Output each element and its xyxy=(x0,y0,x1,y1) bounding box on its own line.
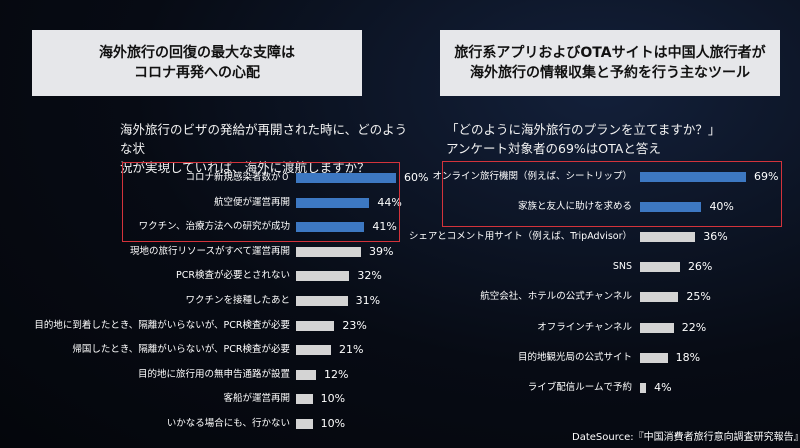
right-bar-label: オンライン旅行機関（例えば、シートリップ） xyxy=(432,171,632,182)
left-bar-value: 41% xyxy=(372,220,397,234)
right-bar xyxy=(640,322,674,333)
left-bar-row: コロナ新規感染者数が０ 60% xyxy=(0,168,800,188)
right-bar-label: ライブ配信ルームで予約 xyxy=(527,381,632,393)
left-bar xyxy=(296,345,331,356)
left-question-line-1: 海外旅行のビザの発給が再開された時に、どのような状 xyxy=(120,122,408,156)
left-bar-row: 目的地に旅行用の無申告通路が設置 12% xyxy=(0,365,800,385)
left-bar-label: 客船が運営再開 xyxy=(223,393,290,405)
left-bar-row: 客船が運営再開 10% xyxy=(0,389,800,409)
right-bar-value: 69% xyxy=(754,170,779,183)
left-highlight-box xyxy=(122,162,400,242)
left-bar-row: ワクチン、治療方法への研究が成功 41% xyxy=(0,217,800,237)
right-bar-value: 40% xyxy=(709,200,734,214)
right-bar xyxy=(640,232,696,243)
right-bar-value: 18% xyxy=(675,350,701,364)
right-bar xyxy=(640,292,679,303)
right-bar-label: 目的地観光局の公式サイト xyxy=(517,351,632,363)
left-bar-label: PCR検査が必要とされない xyxy=(176,270,290,282)
right-bar-row: 目的地観光局の公式サイト 18% xyxy=(0,348,800,368)
right-bar-label: オフラインチャンネル xyxy=(537,321,632,333)
left-bar-row: 現地の旅行リソースがすべて運営再開 39% xyxy=(0,242,800,262)
right-title-box: 旅行系アプリおよびOTAサイトは中国人旅行者が 海外旅行の情報収集と予約を行う主… xyxy=(440,30,780,96)
right-highlight-box xyxy=(442,161,782,228)
left-bar-value: 10% xyxy=(320,392,346,406)
left-bar xyxy=(296,222,365,233)
left-bar xyxy=(296,394,313,405)
right-bar-value: 26% xyxy=(687,260,713,274)
right-bar xyxy=(640,262,680,273)
right-bar-row: ライブ配信ルームで予約 4% xyxy=(0,378,800,398)
right-bar-row: シェアとコメント用サイト（例えば、TripAdvisor） 36% xyxy=(0,227,800,247)
right-bar xyxy=(640,202,702,213)
right-bar-value: 4% xyxy=(654,380,672,394)
right-title-line-2: 海外旅行の情報収集と予約を行う主なツール xyxy=(470,65,750,81)
left-bar-value: 12% xyxy=(324,367,349,381)
right-bar-value: 25% xyxy=(686,290,711,304)
left-bar-row: 航空便が運営再開 44% xyxy=(0,193,800,213)
right-bar-row: SNS 26% xyxy=(0,257,800,277)
left-bar-label: 航空便が運営再開 xyxy=(213,196,290,208)
right-bar-label: SNS xyxy=(612,261,632,273)
right-title-line-1: 旅行系アプリおよびOTAサイトは中国人旅行者が xyxy=(454,45,766,61)
left-bar-label: 目的地に旅行用の無申告通路が設置 xyxy=(137,368,290,380)
right-bar-value: 36% xyxy=(703,230,728,244)
left-bar-value: 32% xyxy=(357,269,382,283)
left-bar xyxy=(296,296,348,306)
left-question-line-2: 況が実現していれば、海外に渡航しますか？ xyxy=(120,160,370,175)
left-bar xyxy=(296,320,335,331)
right-bar xyxy=(640,352,668,363)
left-bar-value: 39% xyxy=(369,244,394,258)
left-title-line-2: コロナ再発への心配 xyxy=(134,65,260,81)
right-bar-label: 家族と友人に助けを求める xyxy=(517,201,632,213)
right-question: 「どのように海外旅行のプランを立てますか？」 アンケート対象者の69%はOTAと… xyxy=(446,120,736,158)
right-bar xyxy=(640,172,746,182)
left-bar-label: ワクチン、治療方法への研究が成功 xyxy=(138,221,290,233)
left-bar-label: 帰国したとき、隔離がいらないが、PCR検査が必要 xyxy=(72,344,290,356)
right-bar-value: 22% xyxy=(681,320,707,334)
left-bar xyxy=(296,197,370,208)
left-bar xyxy=(296,246,361,257)
left-bar-value: 21% xyxy=(339,343,364,357)
left-bar-row: 目的地に到着したとき、隔離がいらないが、PCR検査が必要 23% xyxy=(0,316,800,336)
right-bar-label: 航空会社、ホテルの公式チャンネル xyxy=(480,291,632,303)
left-bar-value: 60% xyxy=(404,171,429,184)
left-question: 海外旅行のビザの発給が再開された時に、どのような状 況が実現していれば、海外に渡… xyxy=(120,120,410,177)
left-bar-value: 10% xyxy=(320,417,346,430)
left-bar-value: 31% xyxy=(355,294,381,307)
left-bar-row: 帰国したとき、隔離がいらないが、PCR検査が必要 21% xyxy=(0,340,800,360)
left-title-box: 海外旅行の回復の最大な支障は コロナ再発への心配 xyxy=(32,30,362,96)
right-bar-label: シェアとコメント用サイト（例えば、TripAdvisor） xyxy=(408,231,632,243)
right-bar-row: 家族と友人に助けを求める 40% xyxy=(0,197,800,217)
left-bar-value: 23% xyxy=(342,318,367,332)
left-bar-row: ワクチンを接種したあと 31% xyxy=(0,291,800,311)
left-bar xyxy=(296,271,350,282)
left-bar-row: いかなる場合にも、行かない 10% xyxy=(0,414,800,434)
left-bar-label: 現地の旅行リソースがすべて運営再開 xyxy=(130,245,290,257)
left-bar-label: 目的地に到着したとき、隔離がいらないが、PCR検査が必要 xyxy=(34,319,290,331)
left-bar xyxy=(296,173,396,183)
data-source: DateSource:『中国消費者旅行意向調査研究報告』 xyxy=(572,432,800,443)
right-bar xyxy=(640,382,647,393)
right-bar-row: 航空会社、ホテルの公式チャンネル 25% xyxy=(0,287,800,307)
right-question-line-1: 「どのように海外旅行のプランを立てますか？」 xyxy=(446,122,721,137)
left-bar xyxy=(296,419,313,429)
left-bar-label: ワクチンを接種したあと xyxy=(185,295,290,306)
right-bar-row: オンライン旅行機関（例えば、シートリップ） 69% xyxy=(0,167,800,187)
left-bar-row: PCR検査が必要とされない 32% xyxy=(0,266,800,286)
left-bar-label: コロナ新規感染者数が０ xyxy=(185,172,290,183)
left-title-line-1: 海外旅行の回復の最大な支障は xyxy=(99,45,295,61)
left-bar-label: いかなる場合にも、行かない xyxy=(166,418,290,429)
right-bar-row: オフラインチャンネル 22% xyxy=(0,318,800,338)
left-bar-value: 44% xyxy=(377,195,402,209)
right-question-line-2: アンケート対象者の69%はOTAと答え xyxy=(446,141,661,156)
left-bar xyxy=(296,369,316,380)
